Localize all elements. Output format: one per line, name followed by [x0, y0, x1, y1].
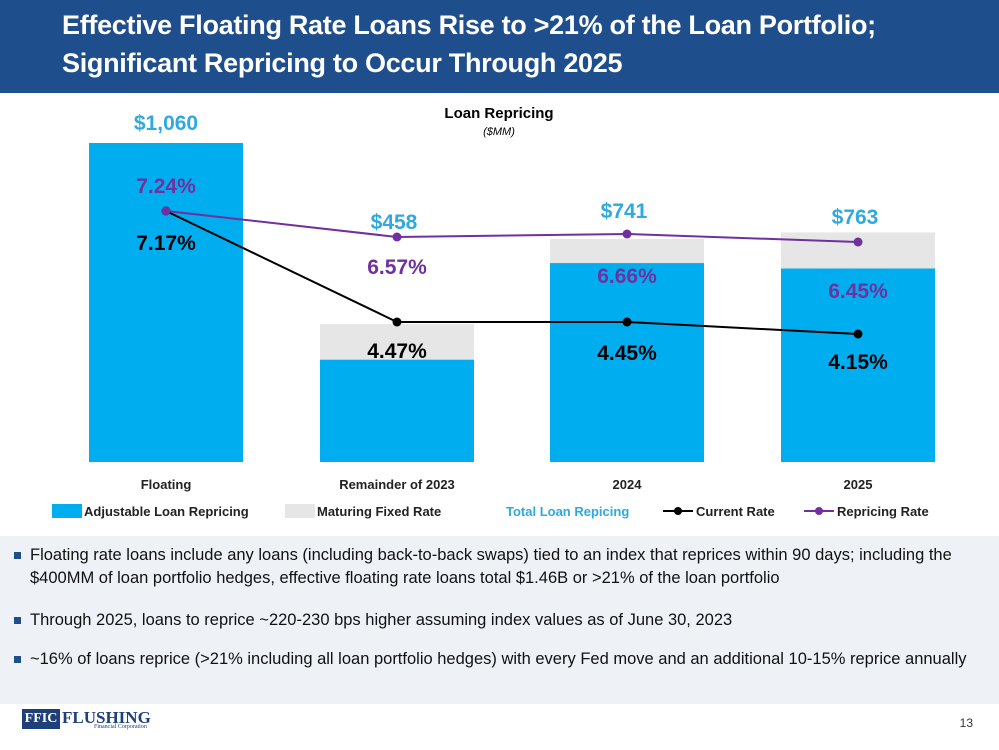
chart-subtitle: ($MM) [483, 126, 515, 138]
repricing-rate-point [392, 232, 402, 242]
category-label: 2025 [844, 477, 873, 492]
repricing-rate-label: 6.57% [367, 256, 427, 279]
category-label: Remainder of 2023 [339, 477, 455, 492]
logo-wordmark: FLUSHING [62, 708, 151, 727]
current-rate-point [392, 317, 402, 327]
bullet-square-icon [14, 656, 21, 663]
category-label: 2024 [613, 477, 643, 492]
total-label: $458 [371, 211, 418, 234]
bar-adjustable [550, 263, 704, 462]
bullet-text: ~16% of loans reprice (>21% including al… [30, 650, 967, 668]
bullet-square-icon [14, 552, 21, 559]
current-rate-point [853, 329, 863, 339]
bullet-square-icon [14, 617, 21, 624]
repricing-rate-point [161, 206, 171, 216]
repricing-rate-label: 7.24% [136, 175, 196, 198]
slide-title-line-2: Significant Repricing to Occur Through 2… [62, 48, 623, 78]
legend-label-current: Current Rate [696, 504, 775, 519]
repricing-rate-point [622, 229, 632, 239]
total-label: $1,060 [134, 112, 198, 135]
total-label: $763 [832, 206, 879, 229]
category-label: Floating [141, 477, 192, 492]
bar-adjustable [320, 359, 474, 462]
repricing-rate-label: 6.66% [597, 265, 657, 288]
legend-label-repricing: Repricing Rate [837, 504, 929, 519]
total-label: $741 [601, 200, 648, 223]
current-rate-label: 4.47% [367, 340, 427, 363]
current-rate-label: 7.17% [136, 232, 196, 255]
bar-adjustable [781, 268, 935, 462]
slide-title-line-1: Effective Floating Rate Loans Rise to >2… [62, 10, 876, 40]
current-rate-label: 4.15% [828, 351, 888, 374]
bullet-list: Floating rate loans include any loans (i… [0, 536, 999, 704]
legend-label-total: Total Loan Repicing [506, 504, 629, 519]
logo-subtitle: Financial Corporation [94, 724, 147, 730]
logo-box: FFIC [22, 709, 60, 729]
legend-swatch-maturing [285, 504, 315, 518]
page-number: 13 [959, 716, 973, 730]
repricing-rate-line [165, 210, 859, 243]
title-bar: Effective Floating Rate Loans Rise to >2… [0, 0, 999, 93]
legend-label-maturing: Maturing Fixed Rate [317, 504, 441, 519]
current-rate-point [622, 317, 632, 327]
repricing-rate-label: 6.45% [828, 280, 888, 303]
bullet-text: Floating rate loans include any loans (i… [30, 546, 952, 587]
loan-repricing-chart: Loan Repricing ($MM) $1,060 $458 $741 $763 7.2… [52, 105, 935, 519]
legend-label-adjustable: Adjustable Loan Repricing [84, 504, 249, 519]
bar-maturing-fixed [320, 324, 474, 360]
legend-marker-current [674, 507, 682, 515]
current-rate-label: 4.45% [597, 342, 657, 365]
legend-swatch-adjustable [52, 504, 82, 518]
bar-adjustable [89, 143, 243, 462]
bar-maturing-fixed [550, 239, 704, 264]
current-rate-line [165, 210, 859, 335]
repricing-rate-point [853, 237, 863, 247]
bullet-text: Through 2025, loans to reprice ~220-230 … [30, 611, 733, 629]
legend-marker-repricing [815, 507, 823, 515]
chart-title: Loan Repricing [444, 105, 553, 122]
